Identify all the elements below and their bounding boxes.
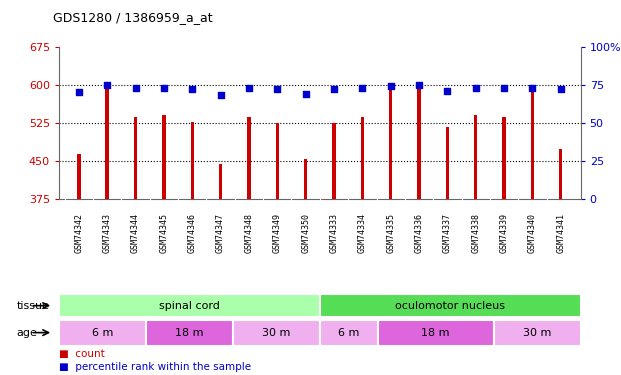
- Point: [329, 86, 339, 92]
- Bar: [77, 154, 81, 199]
- Text: 6 m: 6 m: [92, 328, 113, 338]
- Text: GSM74349: GSM74349: [273, 213, 282, 253]
- Bar: [446, 127, 449, 199]
- Bar: [304, 159, 307, 199]
- Text: spinal cord: spinal cord: [159, 301, 220, 310]
- Bar: [494, 320, 581, 346]
- Bar: [191, 122, 194, 199]
- Bar: [247, 117, 251, 199]
- Text: GSM74336: GSM74336: [415, 213, 424, 253]
- Bar: [320, 294, 581, 317]
- Point: [499, 85, 509, 91]
- Point: [244, 85, 254, 91]
- Bar: [59, 294, 320, 317]
- Text: 6 m: 6 m: [338, 328, 360, 338]
- Bar: [474, 115, 478, 199]
- Text: GSM74348: GSM74348: [245, 213, 253, 253]
- Text: oculomotor nucleus: oculomotor nucleus: [395, 301, 505, 310]
- Point: [188, 86, 197, 92]
- Text: 30 m: 30 m: [523, 328, 551, 338]
- Text: GSM74342: GSM74342: [75, 213, 83, 253]
- Bar: [162, 115, 166, 199]
- Bar: [502, 117, 505, 199]
- Point: [556, 86, 566, 92]
- Bar: [219, 164, 222, 199]
- Point: [215, 93, 225, 99]
- Text: GSM74338: GSM74338: [471, 213, 480, 253]
- Bar: [134, 117, 137, 199]
- Text: tissue: tissue: [17, 301, 50, 310]
- Bar: [59, 320, 146, 346]
- Bar: [361, 117, 364, 199]
- Point: [159, 85, 169, 91]
- Text: GSM74340: GSM74340: [528, 213, 537, 253]
- Text: GSM74335: GSM74335: [386, 213, 395, 253]
- Bar: [559, 149, 563, 199]
- Text: GSM74334: GSM74334: [358, 213, 367, 253]
- Text: 30 m: 30 m: [262, 328, 291, 338]
- Text: GSM74350: GSM74350: [301, 213, 310, 253]
- Point: [471, 85, 481, 91]
- Bar: [531, 90, 534, 199]
- Text: GSM74341: GSM74341: [556, 213, 565, 253]
- Text: GDS1280 / 1386959_a_at: GDS1280 / 1386959_a_at: [53, 11, 212, 24]
- Point: [130, 85, 140, 91]
- Point: [102, 82, 112, 88]
- Text: GSM74343: GSM74343: [102, 213, 112, 253]
- Text: GSM74339: GSM74339: [499, 213, 509, 253]
- Text: GSM74345: GSM74345: [160, 213, 168, 253]
- Bar: [106, 86, 109, 199]
- Bar: [389, 89, 392, 199]
- Text: age: age: [17, 328, 38, 338]
- Point: [273, 86, 283, 92]
- Point: [74, 90, 84, 96]
- Text: 18 m: 18 m: [422, 328, 450, 338]
- Text: GSM74347: GSM74347: [216, 213, 225, 253]
- Bar: [146, 320, 233, 346]
- Text: 18 m: 18 m: [175, 328, 204, 338]
- Bar: [378, 320, 494, 346]
- Text: GSM74337: GSM74337: [443, 213, 452, 253]
- Bar: [233, 320, 320, 346]
- Point: [527, 85, 537, 91]
- Point: [442, 88, 452, 94]
- Point: [414, 82, 424, 88]
- Text: ■  count: ■ count: [59, 350, 105, 359]
- Bar: [276, 123, 279, 199]
- Point: [301, 91, 310, 97]
- Bar: [320, 320, 378, 346]
- Bar: [332, 123, 336, 199]
- Text: GSM74333: GSM74333: [330, 213, 338, 253]
- Text: GSM74344: GSM74344: [131, 213, 140, 253]
- Text: ■  percentile rank within the sample: ■ percentile rank within the sample: [59, 362, 251, 372]
- Point: [357, 85, 367, 91]
- Point: [386, 83, 396, 89]
- Bar: [417, 83, 421, 199]
- Text: GSM74346: GSM74346: [188, 213, 197, 253]
